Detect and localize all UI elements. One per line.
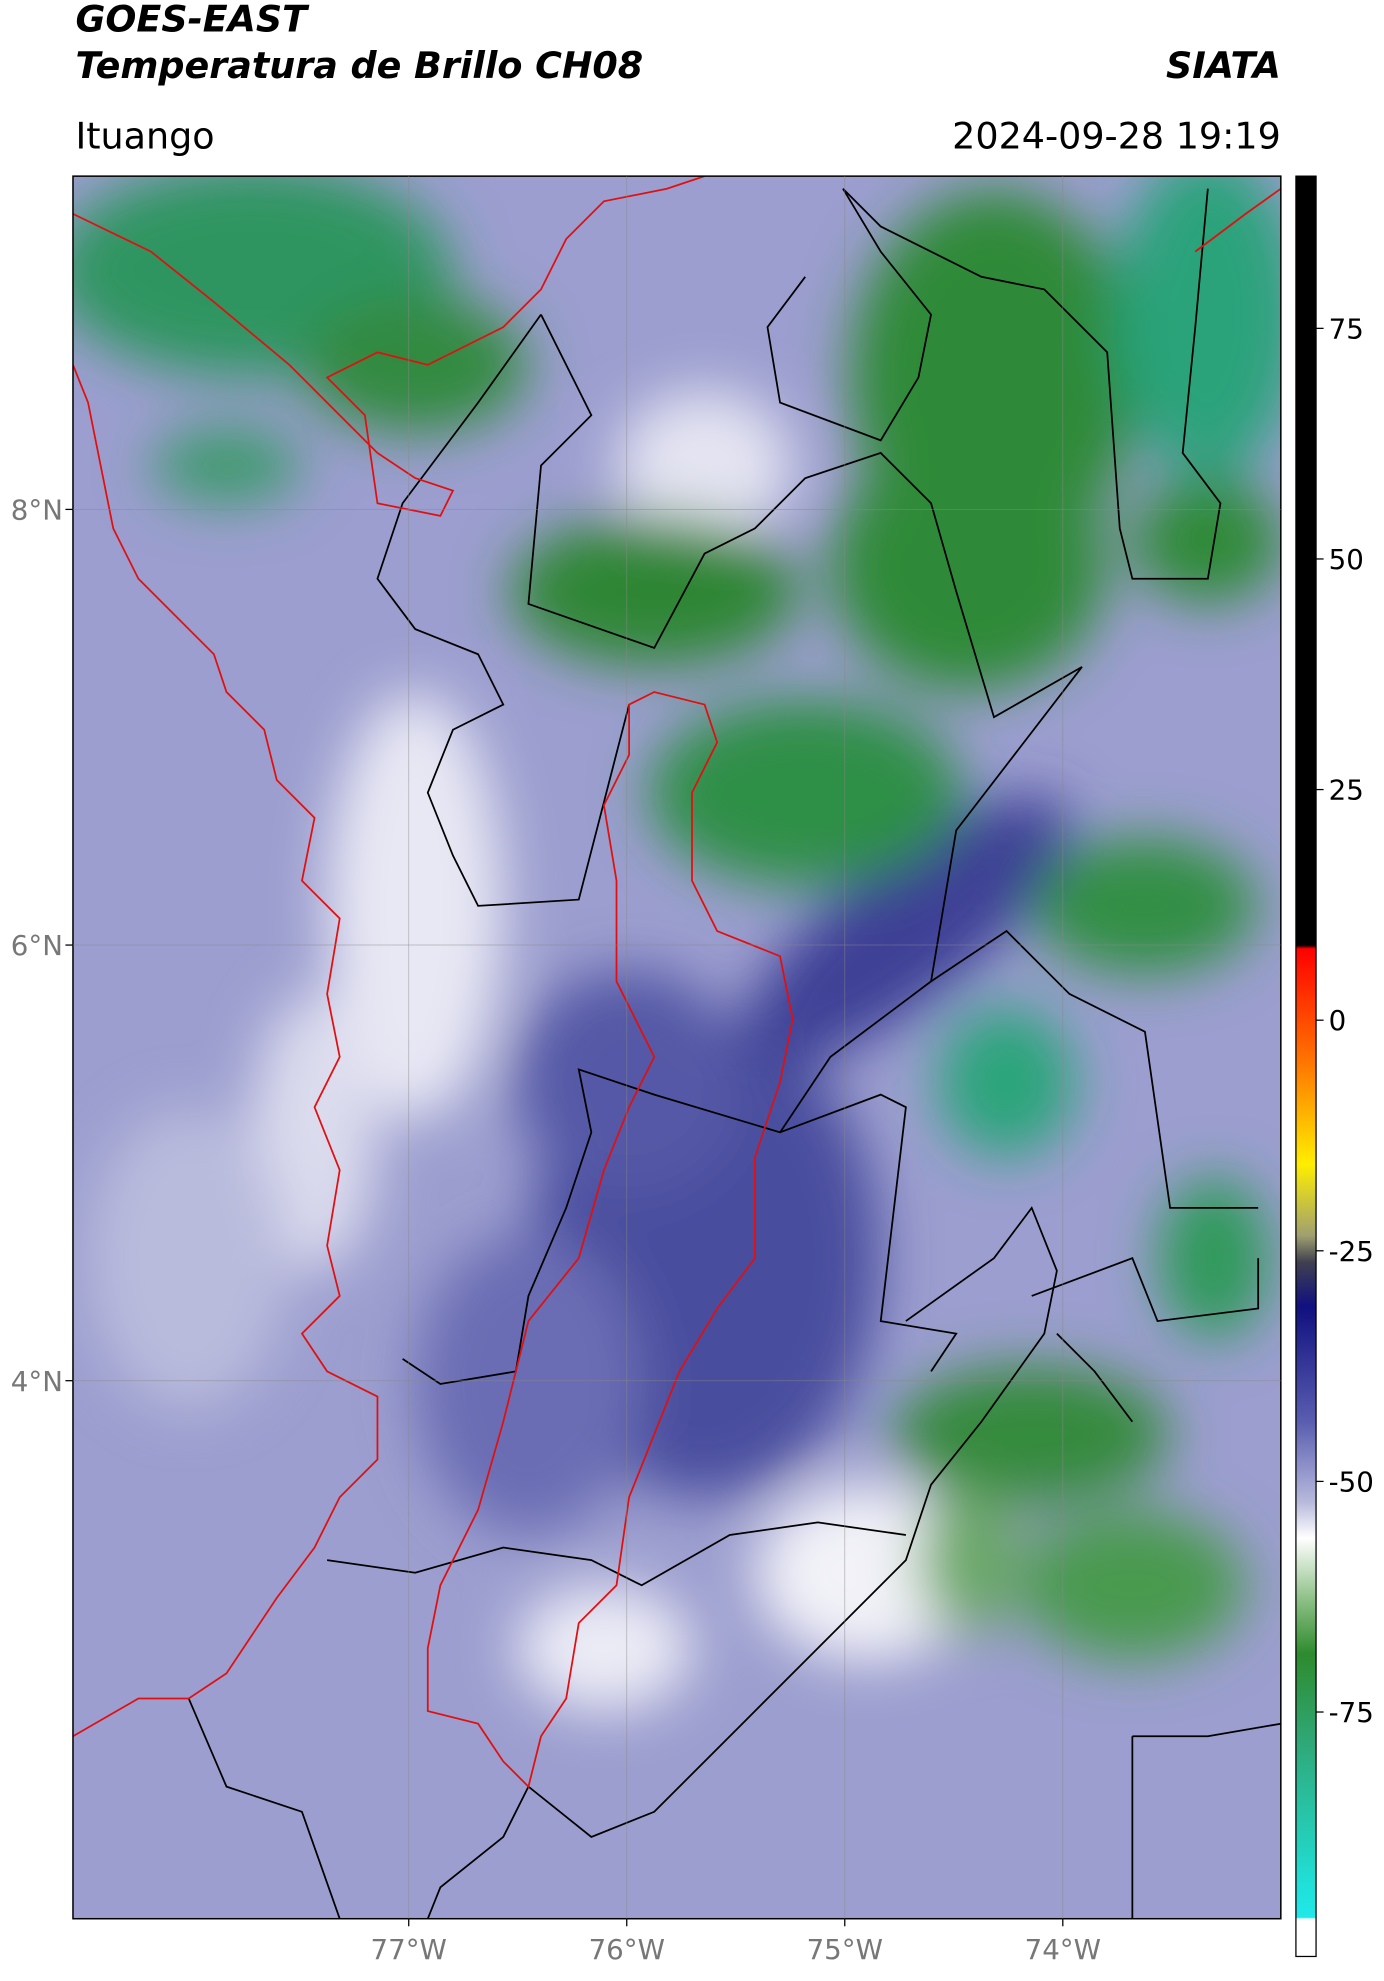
border bbox=[187, 188, 1281, 1919]
x-tick-label: 76°W bbox=[589, 1933, 665, 1966]
datetime-label: 2024-09-28 19:19 bbox=[952, 114, 1281, 157]
x-tick-label: 77°W bbox=[371, 1933, 447, 1966]
colorbar-ticks: -75 -50 -25 0 25 50 75 bbox=[1316, 312, 1374, 1729]
colorbar-tick-label: 25 bbox=[1329, 774, 1364, 807]
satellite-title: GOES-EAST bbox=[75, 0, 310, 40]
x-tick-label: 74°W bbox=[1025, 1933, 1101, 1966]
map-frame bbox=[72, 175, 1282, 1920]
coastline bbox=[72, 176, 705, 517]
coastline bbox=[72, 364, 379, 1738]
x-tick-label: 75°W bbox=[807, 1933, 883, 1966]
source-label: SIATA bbox=[1166, 44, 1281, 87]
location-label: Ituango bbox=[75, 114, 214, 157]
colorbar-tick-label: 75 bbox=[1329, 312, 1364, 345]
colorbar-tick-label: -50 bbox=[1329, 1465, 1374, 1498]
colorbar-tick-label: 0 bbox=[1329, 1004, 1347, 1037]
map-field bbox=[72, 176, 1281, 1919]
y-tick-label: 8°N bbox=[11, 493, 63, 526]
colorbar bbox=[1295, 175, 1317, 1958]
product-title: Temperatura de Brillo CH08 bbox=[75, 44, 643, 87]
colorbar-tick-label: -75 bbox=[1329, 1696, 1374, 1729]
colorbar-tick-label: -25 bbox=[1329, 1235, 1374, 1268]
grid: 77°W 76°W 75°W 74°W 4°N 6°N 8°N bbox=[11, 176, 1281, 1966]
y-tick-label: 4°N bbox=[11, 1365, 63, 1398]
colorbar-tick-label: 50 bbox=[1329, 543, 1364, 576]
department-outline bbox=[426, 691, 794, 1789]
border bbox=[842, 188, 1222, 580]
coastline bbox=[1194, 188, 1281, 253]
y-tick-label: 6°N bbox=[11, 929, 63, 962]
